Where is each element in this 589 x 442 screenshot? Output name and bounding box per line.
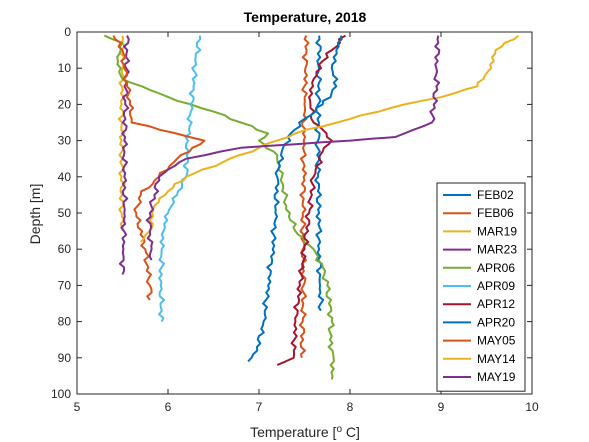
y-tick-label: 70 — [58, 278, 72, 292]
legend-label: MAY19 — [477, 370, 516, 384]
legend-label: APR20 — [477, 315, 515, 329]
series-line-apr12 — [276, 34, 346, 366]
x-tick-label: 6 — [165, 400, 172, 414]
series-line-may19 — [145, 35, 441, 261]
series-line-feb06 — [298, 35, 310, 359]
legend-label: MAR19 — [477, 224, 517, 238]
legend-label: MAY05 — [477, 334, 516, 348]
y-tick-label: 80 — [58, 315, 72, 329]
series-line-mar19 — [117, 35, 126, 232]
y-axis-label: Depth [m] — [27, 184, 43, 245]
series-line-may14 — [139, 34, 519, 243]
legend-label: APR09 — [477, 279, 515, 293]
legend-box — [436, 182, 526, 392]
series-line-may05 — [112, 35, 206, 301]
series-line-feb02 — [314, 35, 325, 312]
legend-label: FEB02 — [477, 188, 514, 202]
x-tick-label: 5 — [74, 400, 81, 414]
legend-label: APR06 — [477, 261, 515, 275]
plot-area — [103, 34, 519, 380]
x-axis-label: Temperature [o C] — [250, 424, 360, 440]
legend-label: FEB06 — [477, 206, 514, 220]
y-tick-label: 60 — [58, 242, 72, 256]
y-tick-label: 40 — [58, 170, 72, 184]
chart-title: Temperature, 2018 — [244, 9, 367, 25]
y-tick-label: 100 — [51, 387, 71, 401]
series-line-apr20 — [247, 35, 343, 363]
x-tick-label: 7 — [256, 400, 263, 414]
legend-label: MAR23 — [477, 243, 517, 257]
x-tick-label: 10 — [525, 400, 539, 414]
y-tick-label: 50 — [58, 206, 72, 220]
x-tick-label: 9 — [438, 400, 445, 414]
y-tick-label: 20 — [58, 97, 72, 111]
y-tick-label: 90 — [58, 351, 72, 365]
y-tick-label: 0 — [64, 25, 71, 39]
legend: FEB02 FEB06 MAR19 MAR23 APR06 APR09 APR12 APR20… — [436, 182, 526, 392]
y-tick-label: 10 — [58, 61, 72, 75]
series-line-apr06 — [103, 34, 335, 380]
x-tick-label: 8 — [347, 400, 354, 414]
legend-label: MAY14 — [477, 352, 516, 366]
legend-label: APR12 — [477, 297, 515, 311]
y-tick-label: 30 — [58, 134, 72, 148]
